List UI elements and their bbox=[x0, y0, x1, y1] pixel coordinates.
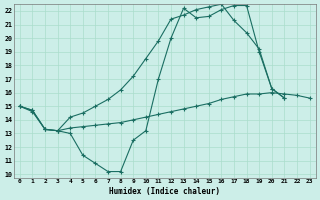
X-axis label: Humidex (Indice chaleur): Humidex (Indice chaleur) bbox=[109, 187, 220, 196]
